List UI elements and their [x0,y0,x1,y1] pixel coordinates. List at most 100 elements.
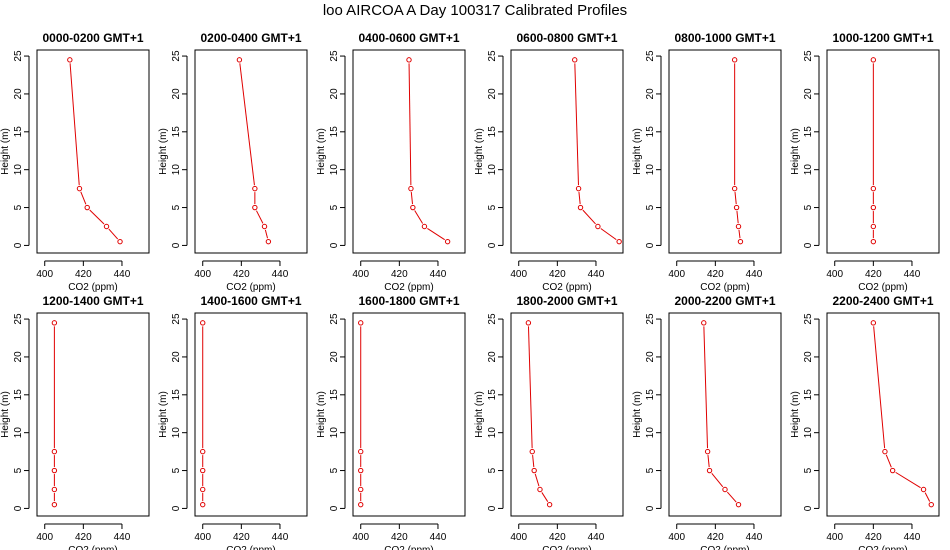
y-tick-label: 25 [171,50,182,62]
data-point [701,320,707,326]
data-point [737,238,744,245]
y-tick-label: 20 [13,351,24,363]
y-tick-label: 15 [13,389,24,401]
data-point [731,185,738,192]
panel-title: 1400-1600 GMT+1 [200,294,301,308]
panel-title: 1200-1400 GMT+1 [42,294,143,308]
y-axis-label: Height (m) [316,128,327,175]
data-point [200,501,206,508]
x-tick-label: 420 [391,532,408,543]
profile-segment [734,192,737,205]
y-tick-label: 5 [803,204,814,210]
plot-frame [352,312,466,517]
y-tick-label: 0 [803,505,814,511]
profile-segment [736,210,739,224]
y-tick-label: 5 [645,204,656,210]
data-point [928,501,934,508]
y-tick-label: 0 [645,242,656,248]
data-point [51,448,58,455]
data-point [200,486,206,493]
y-axis-label: Height (m) [474,128,485,175]
y-tick-label: 5 [171,204,182,210]
x-tick-label: 420 [865,532,882,543]
y-tick-label: 10 [329,427,340,439]
plot-frame [826,312,940,517]
data-point [735,501,742,508]
y-tick-label: 20 [645,88,656,100]
data-point [537,486,543,493]
y-tick-label: 25 [803,313,814,325]
data-point [572,57,578,63]
x-tick-label: 440 [430,532,447,543]
data-point [882,448,888,455]
profile-segment [408,63,412,186]
panel-9: 1800-2000 GMT+1 400 420 440 CO2 (ppm) 0 5 10 15 2… [474,294,624,550]
x-tick-label: 400 [352,532,369,543]
y-tick-label: 5 [803,467,814,473]
profile-segment [703,326,709,449]
data-point [722,486,728,493]
data-point [870,204,877,211]
y-tick-label: 10 [487,164,498,176]
y-tick-label: 0 [13,505,24,511]
y-tick-label: 20 [487,351,498,363]
y-axis-label: Height (m) [632,391,643,438]
y-tick-label: 5 [487,467,498,473]
x-tick-label: 420 [707,532,724,543]
data-point [595,223,601,230]
data-point [358,467,364,474]
data-point [200,467,206,474]
x-tick-label: 400 [510,269,527,280]
y-tick-label: 15 [487,389,498,401]
y-tick-label: 0 [487,505,498,511]
y-tick-label: 25 [803,50,814,62]
y-tick-label: 0 [171,242,182,248]
y-tick-label: 0 [13,242,24,248]
x-axis-label: CO2 (ppm) [68,282,117,293]
panel-2: 0400-0600 GMT+1 400 420 440 CO2 (ppm) 0 5 10 15 2… [316,31,466,293]
x-tick-label: 400 [36,532,53,543]
data-point [358,320,364,326]
plot-frame [352,49,466,254]
x-tick-label: 420 [707,269,724,280]
data-point [261,223,268,230]
data-point [577,204,584,211]
panel-title: 1600-1800 GMT+1 [358,294,459,308]
y-tick-label: 0 [329,505,340,511]
y-tick-label: 5 [645,467,656,473]
data-point [525,320,532,326]
profile-segment [578,192,581,205]
y-axis-label: Height (m) [158,128,169,175]
data-point [575,185,582,192]
x-tick-label: 400 [668,532,685,543]
plot-frame [36,312,150,517]
panel-5: 1000-1200 GMT+1 400 420 440 CO2 (ppm) 0 5 10 15 2… [790,31,940,293]
y-tick-label: 20 [645,351,656,363]
x-tick-label: 420 [233,532,250,543]
data-point [870,57,877,63]
data-point [84,204,90,211]
profile-segment [885,454,892,468]
y-tick-label: 25 [13,50,24,62]
x-axis-label: CO2 (ppm) [226,282,275,293]
profile-segment [541,492,549,502]
data-point [531,467,537,474]
y-tick-label: 15 [171,389,182,401]
data-point [408,185,414,192]
y-axis-label: Height (m) [790,391,801,438]
panel-title: 1000-1200 GMT+1 [832,31,933,45]
x-tick-label: 420 [391,269,408,280]
y-axis-label: Height (m) [0,128,11,175]
panel-title: 1800-2000 GMT+1 [516,294,617,308]
y-tick-label: 10 [13,164,24,176]
profile-segment [707,455,710,468]
profile-segment [726,491,737,503]
profile-segment [534,473,540,487]
data-point [200,448,206,455]
x-axis-label: CO2 (ppm) [542,545,591,550]
data-point [870,238,877,245]
y-tick-label: 5 [13,467,24,473]
data-point [200,320,206,326]
page-title: loo AIRCOA A Day 100317 Calibrated Profi… [322,2,628,19]
